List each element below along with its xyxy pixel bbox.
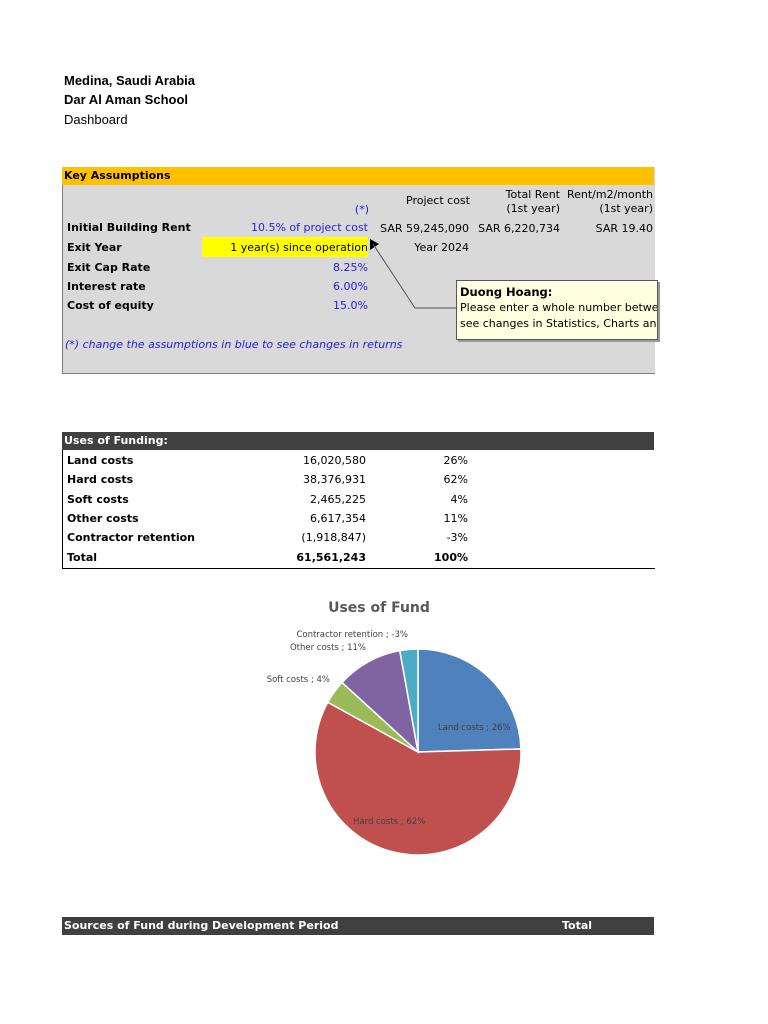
- project-cost-value: SAR 59,245,090: [380, 222, 469, 235]
- cell-comment[interactable]: Duong Hoang: Please enter a whole number…: [456, 280, 658, 340]
- assumptions-title: Key Assumptions: [64, 169, 171, 182]
- assumption-label: Initial Building Rent: [67, 221, 191, 234]
- chart-title: Uses of Fund: [328, 600, 430, 616]
- uses-row-label: Other costs: [67, 512, 139, 525]
- col-rent-m2-sub: (1st year): [599, 202, 653, 215]
- comment-line: Please enter a whole number between: [460, 301, 658, 314]
- uses-row-amount: 38,376,931: [303, 473, 366, 486]
- col-project-cost: Project cost: [406, 194, 470, 207]
- uses-row-amount: (1,918,847): [301, 531, 366, 544]
- uses-total-amount: 61,561,243: [296, 551, 366, 564]
- uses-row-pct: -3%: [446, 531, 468, 544]
- uses-row-label: Soft costs: [67, 493, 129, 506]
- sources-header-bar: Sources of Fund during Development Perio…: [62, 917, 654, 935]
- uses-table: [62, 450, 655, 569]
- assumption-label: Exit Year: [67, 241, 122, 254]
- pie-data-label: Soft costs ; 4%: [267, 675, 330, 685]
- rent-m2-value: SAR 19.40: [595, 222, 653, 235]
- pie-data-label: Other costs ; 11%: [290, 643, 366, 653]
- uses-row-label: Land costs: [67, 454, 134, 467]
- assumptions-header-bar: Key Assumptions: [62, 167, 654, 185]
- uses-row-amount: 2,465,225: [310, 493, 366, 506]
- uses-row-amount: 16,020,580: [303, 454, 366, 467]
- pie-slice-contractor-retention: [398, 648, 419, 753]
- pie-slice-land-costs: [417, 648, 522, 753]
- pie-data-label: Contractor retention ; -3%: [296, 630, 408, 640]
- assumption-value-equity[interactable]: 15.0%: [333, 299, 368, 312]
- pie-data-label: Hard costs ; 62%: [353, 817, 425, 827]
- uses-row-label: Hard costs: [67, 473, 134, 486]
- assumption-label: Exit Cap Rate: [67, 261, 151, 274]
- uses-row-pct: 26%: [443, 454, 468, 467]
- uses-header-bar: Uses of Funding:: [62, 432, 654, 450]
- col-total-rent-sub: (1st year): [506, 202, 560, 215]
- assumption-value-cap-rate[interactable]: 8.25%: [333, 261, 368, 274]
- col-rent-m2: Rent/m2/month: [566, 188, 653, 201]
- assumption-value-interest[interactable]: 6.00%: [333, 280, 368, 293]
- uses-of-fund-chart: Uses of Fund Land costs ; 26% Hard costs …: [267, 600, 522, 856]
- pie-data-label: Land costs ; 26%: [438, 723, 511, 733]
- school-title: Dar Al Aman School: [64, 92, 189, 107]
- uses-row-pct: 4%: [450, 493, 468, 506]
- sources-total-label: Total: [562, 919, 593, 932]
- location-title: Medina, Saudi Arabia: [64, 73, 195, 88]
- assumption-value-rent[interactable]: 10.5% of project cost: [250, 221, 368, 234]
- assumption-value-exit-year[interactable]: 1 year(s) since operation: [230, 241, 368, 254]
- col-total-rent: Total Rent: [505, 188, 560, 201]
- sources-title: Sources of Fund during Development Perio…: [64, 919, 339, 932]
- assumption-label: Interest rate: [67, 280, 146, 293]
- uses-row-pct: 11%: [443, 512, 468, 525]
- assumptions-footnote: (*) change the assumptions in blue to se…: [65, 338, 403, 351]
- uses-total-label: Total: [67, 551, 98, 564]
- page-subtitle: Dashboard: [64, 112, 128, 127]
- comment-line: see changes in Statistics, Charts and Re: [460, 317, 657, 330]
- total-rent-value: SAR 6,220,734: [478, 222, 560, 235]
- uses-row-pct: 62%: [443, 473, 468, 486]
- comment-author: Duong Hoang:: [460, 285, 553, 299]
- uses-total-pct: 100%: [434, 551, 468, 564]
- exit-year-value: Year 2024: [414, 241, 469, 254]
- uses-row-amount: 6,617,354: [310, 512, 366, 525]
- exit-year-highlight[interactable]: [202, 237, 368, 257]
- uses-title: Uses of Funding:: [64, 434, 168, 447]
- star-note: (*): [354, 203, 369, 216]
- assumption-label: Cost of equity: [67, 299, 154, 312]
- pie-slice-hard-costs: [314, 701, 522, 856]
- uses-row-label: Contractor retention: [67, 531, 196, 544]
- comment-connector: [370, 239, 457, 309]
